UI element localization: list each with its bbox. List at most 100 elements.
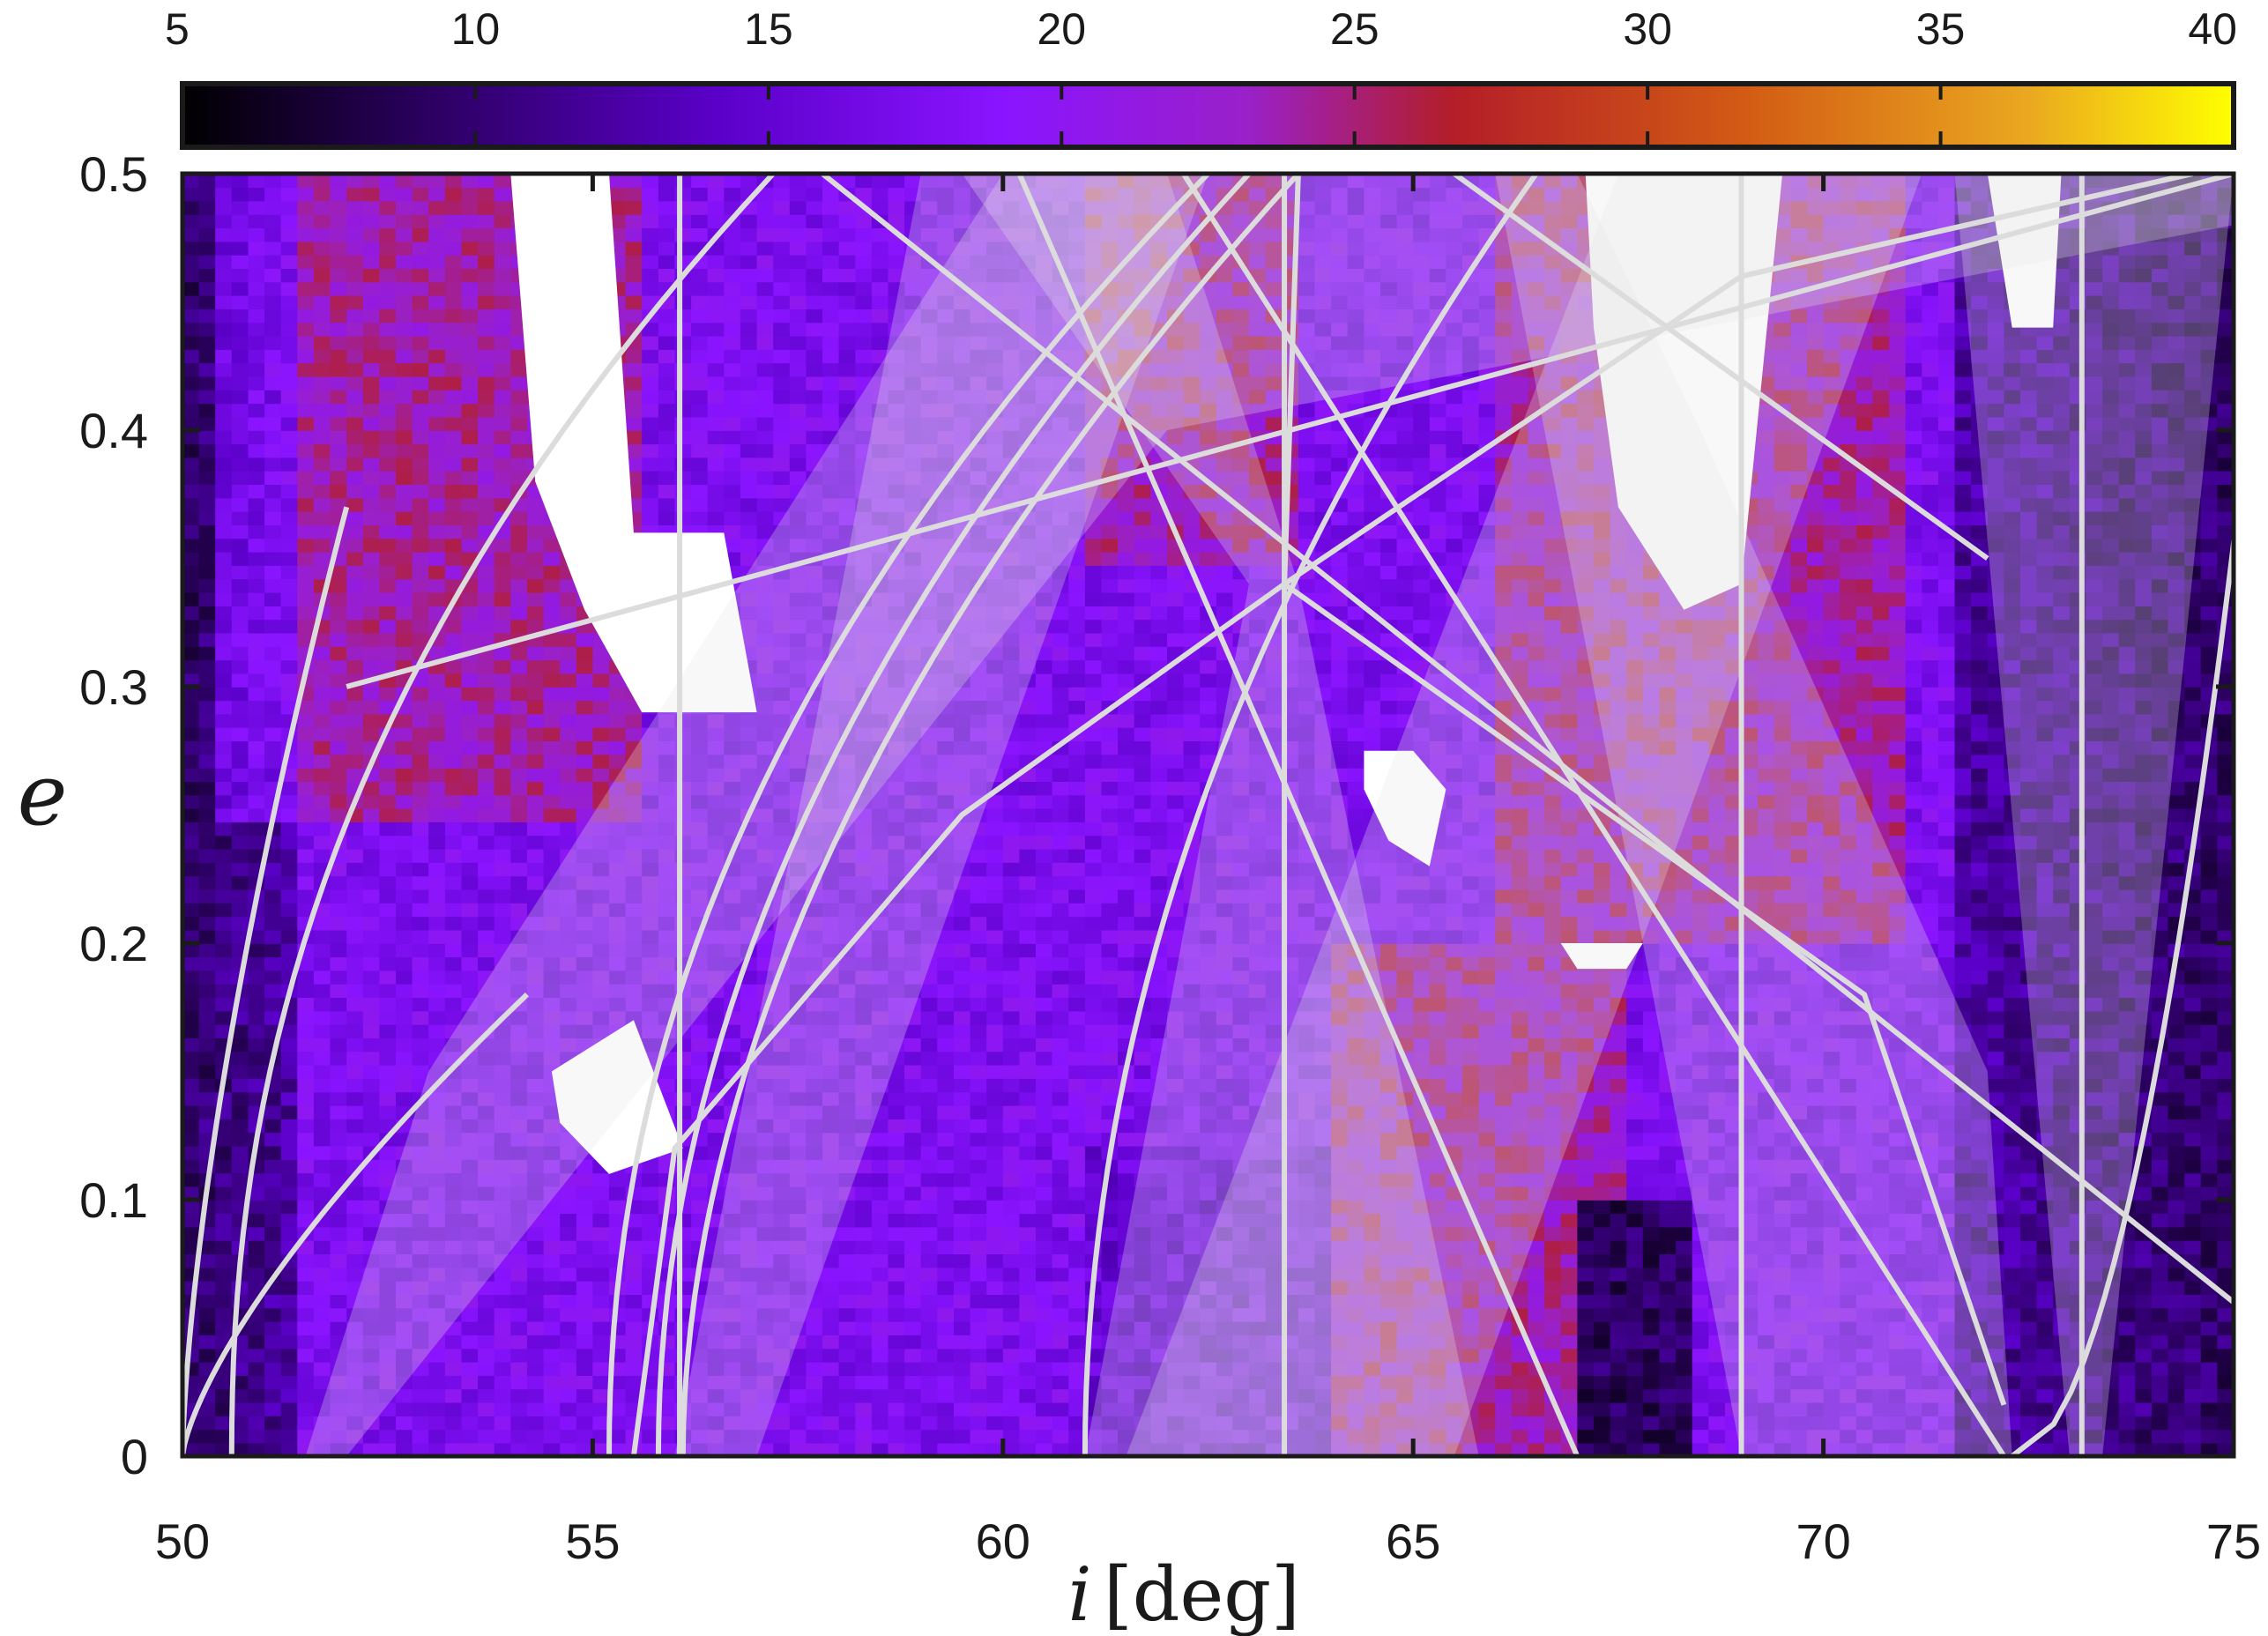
heatmap-cell	[543, 1104, 561, 1119]
heatmap-cell	[280, 1375, 299, 1390]
heatmap-cell	[264, 1335, 282, 1350]
heatmap-cell	[838, 349, 856, 364]
heatmap-cell	[280, 551, 299, 566]
heatmap-cell	[954, 1051, 971, 1066]
heatmap-cell	[362, 1186, 381, 1201]
heatmap-cell	[526, 970, 545, 985]
heatmap-cell	[198, 403, 216, 418]
heatmap-cell	[609, 1416, 627, 1431]
heatmap-cell	[642, 268, 659, 283]
heatmap-cell	[396, 862, 413, 877]
heatmap-cell	[297, 835, 315, 850]
heatmap-cell	[1002, 1091, 1021, 1106]
heatmap-cell	[444, 187, 463, 202]
heatmap-cell	[379, 700, 397, 715]
heatmap-cell	[182, 484, 200, 499]
heatmap-cell	[297, 1416, 315, 1431]
heatmap-cell	[954, 1119, 971, 1134]
heatmap-cell	[461, 497, 479, 512]
heatmap-cell	[806, 376, 823, 390]
heatmap-cell	[444, 1348, 463, 1363]
heatmap-cell	[461, 1078, 479, 1093]
heatmap-cell	[444, 619, 463, 634]
heatmap-cell	[461, 1294, 479, 1309]
heatmap-cell	[461, 430, 479, 445]
heatmap-cell	[182, 524, 200, 539]
heatmap-cell	[494, 1226, 512, 1241]
heatmap-cell	[560, 1239, 577, 1254]
heatmap-cell	[937, 1037, 955, 1052]
heatmap-cell	[478, 335, 495, 350]
heatmap-cell	[625, 1226, 643, 1241]
heatmap-cell	[625, 889, 643, 904]
heatmap-cell	[182, 726, 200, 741]
heatmap-cell	[642, 822, 659, 837]
heatmap-cell	[264, 673, 282, 688]
heatmap-cell	[280, 497, 299, 512]
heatmap-cell	[215, 1213, 233, 1228]
heatmap-cell	[560, 1172, 577, 1187]
heatmap-cell	[707, 309, 725, 323]
heatmap-cell	[773, 1429, 791, 1444]
heatmap-cell	[379, 362, 397, 377]
heatmap-cell	[494, 1145, 512, 1160]
heatmap-cell	[543, 538, 561, 553]
heatmap-cell	[231, 213, 249, 228]
heatmap-cell	[494, 997, 512, 1012]
heatmap-cell	[526, 1132, 545, 1147]
heatmap-cell	[461, 1023, 479, 1038]
heatmap-cell	[330, 1320, 347, 1335]
heatmap-cell	[313, 322, 331, 337]
heatmap-cell	[625, 1361, 643, 1376]
heatmap-cell	[215, 1280, 233, 1295]
heatmap-cell	[478, 174, 495, 189]
heatmap-cell	[625, 376, 643, 390]
heatmap-cell	[543, 1023, 561, 1038]
heatmap-cell	[444, 335, 463, 350]
heatmap-cell	[970, 1361, 987, 1376]
heatmap-cell	[346, 997, 364, 1012]
heatmap-cell	[954, 1104, 971, 1119]
heatmap-cell	[379, 970, 397, 985]
heatmap-cell	[871, 1402, 889, 1417]
heatmap-cell	[313, 1294, 331, 1309]
heatmap-cell	[838, 227, 856, 242]
heatmap-cell	[396, 1348, 413, 1363]
heatmap-cell	[330, 254, 347, 269]
heatmap-cell	[461, 349, 479, 364]
heatmap-cell	[986, 1416, 1004, 1431]
heatmap-cell	[855, 1402, 873, 1417]
heatmap-cell	[444, 983, 463, 998]
heatmap-cell	[740, 416, 758, 431]
heatmap-cell	[248, 1213, 265, 1228]
heatmap-cell	[396, 1186, 413, 1201]
heatmap-cell	[330, 1280, 347, 1295]
heatmap-cell	[280, 673, 299, 688]
heatmap-cell	[412, 376, 429, 390]
heatmap-cell	[970, 1239, 987, 1254]
heatmap-cell	[609, 187, 627, 202]
heatmap-cell	[478, 1091, 495, 1106]
heatmap-cell	[510, 1307, 528, 1322]
heatmap-cell	[1019, 1388, 1037, 1403]
heatmap-cell	[444, 362, 463, 377]
heatmap-cell	[412, 619, 429, 634]
heatmap-cell	[592, 970, 610, 985]
heatmap-cell	[313, 822, 331, 837]
heatmap-cell	[1002, 794, 1021, 809]
heatmap-cell	[526, 551, 545, 566]
heatmap-cell	[576, 1023, 594, 1038]
heatmap-cell	[362, 1064, 381, 1079]
heatmap-cell	[560, 1253, 577, 1268]
heatmap-cell	[789, 1375, 807, 1390]
heatmap-cell	[198, 1104, 216, 1119]
heatmap-cell	[494, 807, 512, 822]
heatmap-cell	[198, 903, 216, 918]
heatmap-cell	[215, 470, 233, 485]
heatmap-cell	[412, 970, 429, 985]
heatmap-cell	[330, 376, 347, 390]
heatmap-cell	[198, 1064, 216, 1079]
heatmap-cell	[822, 1429, 840, 1444]
heatmap-cell	[494, 1078, 512, 1093]
heatmap-cell	[215, 174, 233, 189]
